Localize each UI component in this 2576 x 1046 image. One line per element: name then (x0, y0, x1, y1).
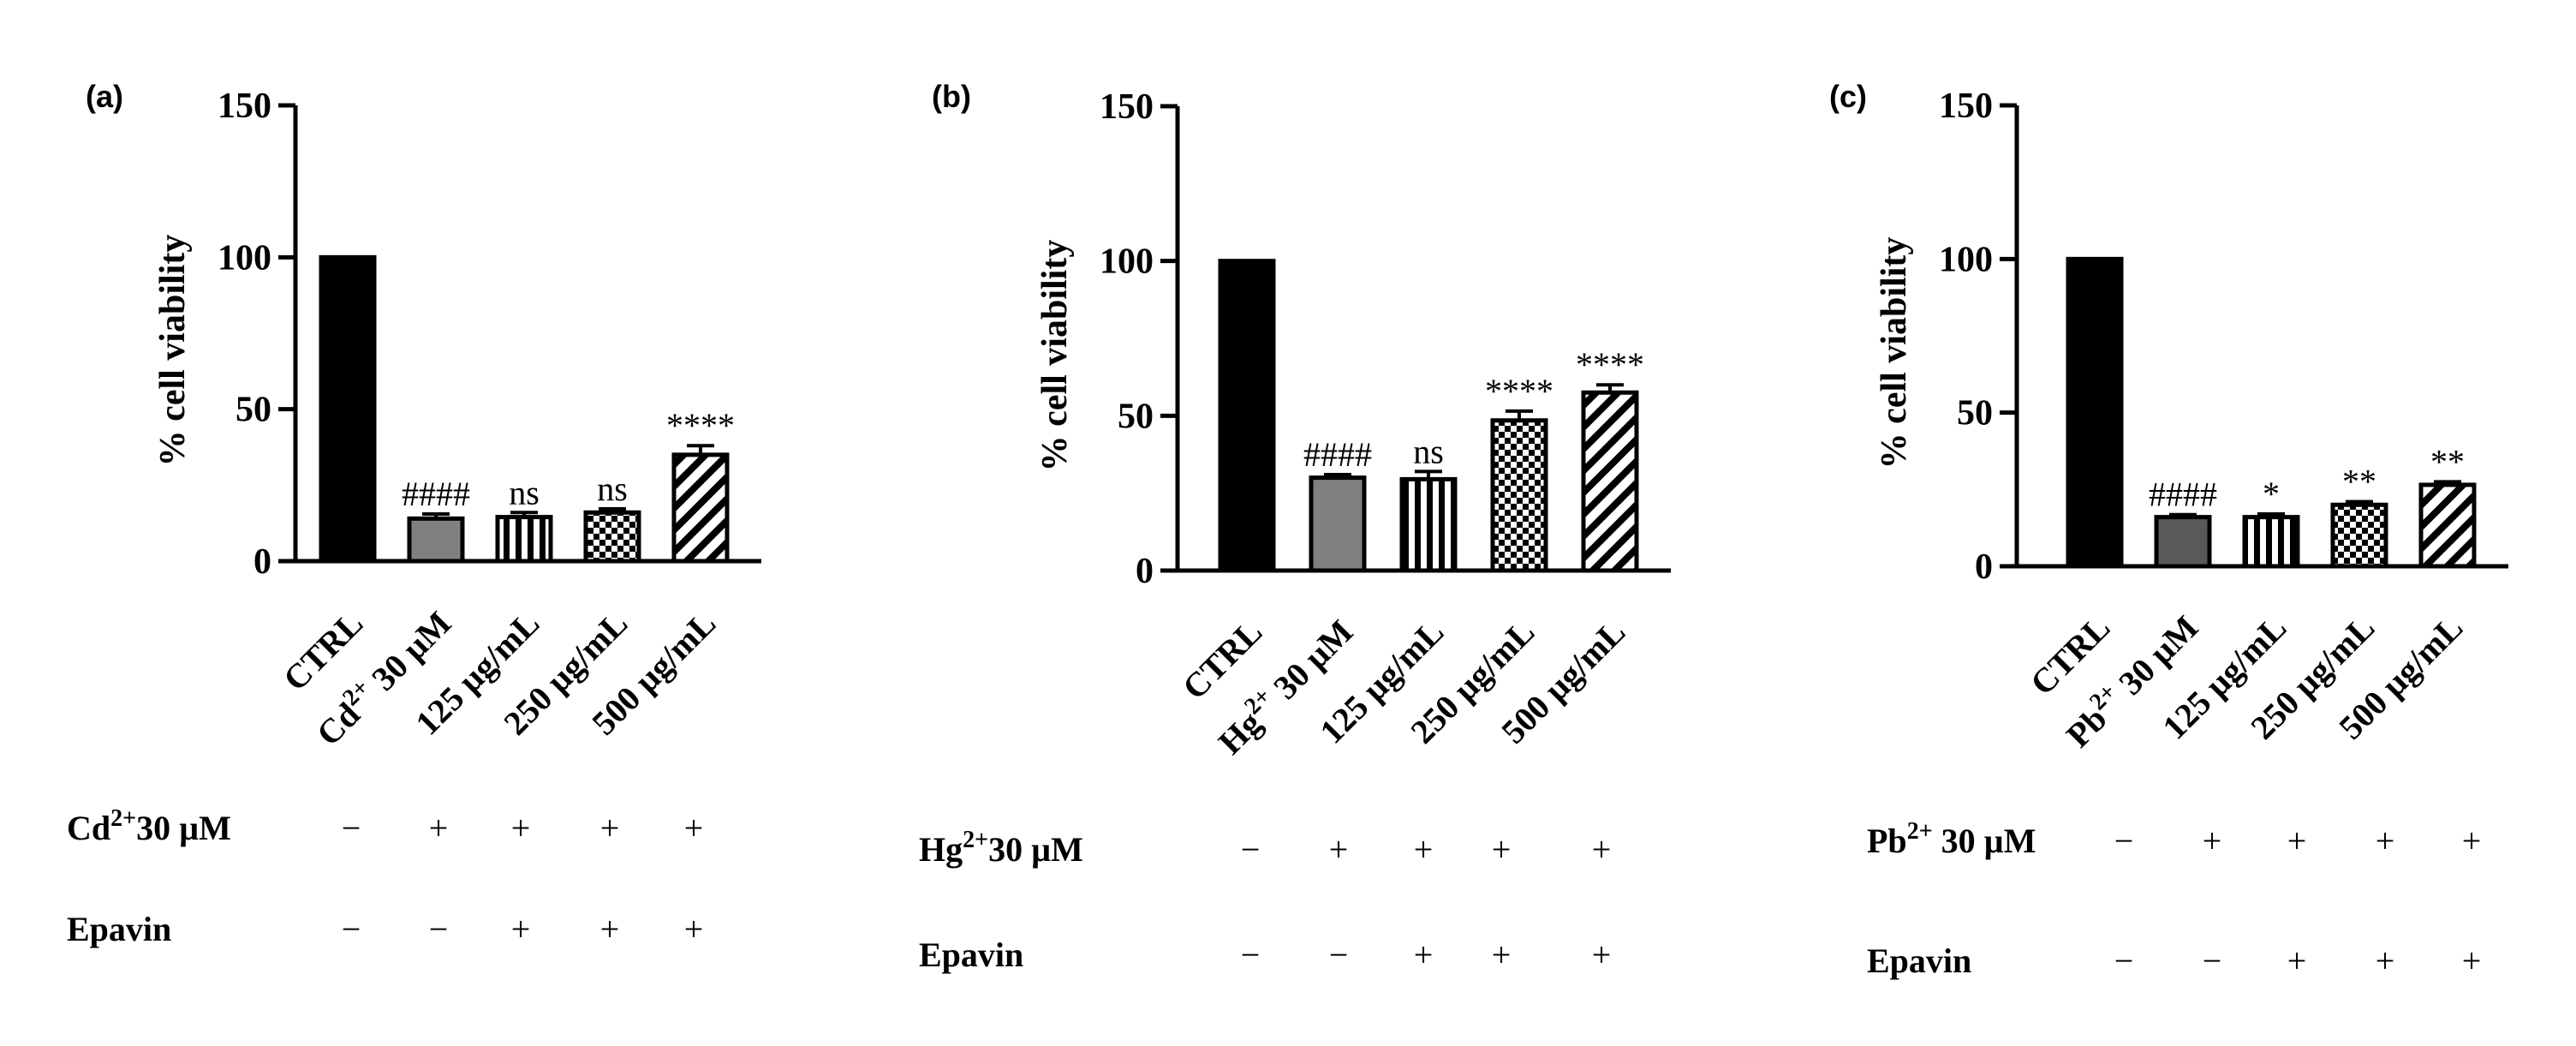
y-tick-label: 150 (218, 87, 271, 126)
y-tick-label: 50 (236, 391, 271, 430)
treatment-row-label-rest: 30 µM (988, 830, 1083, 869)
treatment-sign: + (2203, 822, 2222, 860)
y-tick-label: 50 (1957, 394, 1993, 433)
treatment-row-label-main: Hg (919, 830, 963, 869)
treatment-sign: + (511, 809, 531, 847)
bar (2418, 482, 2477, 569)
treatment-row-label-main: Epavin (67, 910, 171, 948)
bar (2242, 515, 2300, 569)
panel-label: (a) (86, 79, 123, 114)
treatment-sign: − (2203, 941, 2222, 980)
bar (2330, 502, 2388, 569)
treatment-row-label: Pb2+ 30 µM (1867, 818, 2036, 860)
significance-label: ns (597, 469, 628, 508)
treatment-row-label-sup: 2+ (963, 827, 988, 853)
bar (1218, 259, 1276, 573)
significance-label: * (2263, 475, 2280, 513)
treatment-row-label-main: Cd (67, 809, 110, 847)
treatment-row-label-main: Epavin (1867, 941, 1971, 980)
bar (2066, 256, 2124, 569)
treatment-sign: + (684, 809, 704, 847)
y-tick-label: 50 (1118, 397, 1154, 436)
bar (1581, 390, 1639, 573)
treatment-row-label: Epavin (1867, 941, 1971, 980)
y-tick-label: 100 (218, 238, 271, 278)
treatment-sign: + (1329, 830, 1349, 869)
treatment-sign: + (600, 809, 620, 847)
treatment-sign: − (1329, 935, 1349, 974)
bar (671, 452, 730, 564)
treatment-row-label-sup: 2+ (110, 805, 136, 832)
treatment-sign: − (1241, 830, 1261, 869)
panel-label: (b) (932, 79, 971, 114)
significance-label: #### (2149, 475, 2217, 514)
treatment-row-label-rest: 30 µM (1933, 822, 2036, 860)
treatment-row-label: Epavin (919, 935, 1023, 974)
treatment-sign: − (342, 809, 361, 847)
y-tick-label: 150 (1939, 87, 1993, 126)
y-tick-label: 100 (1939, 240, 1993, 279)
bar (1399, 476, 1458, 573)
treatment-sign: + (429, 809, 449, 847)
treatment-sign: + (2462, 822, 2482, 860)
treatment-row-label: Cd2+30 µM (67, 805, 231, 847)
bar (495, 515, 553, 564)
bar (407, 516, 465, 564)
treatment-sign: − (342, 910, 361, 948)
treatment-sign: + (511, 910, 531, 948)
y-tick-label: 0 (253, 542, 271, 582)
treatment-row-label-main: Pb (1867, 822, 1907, 860)
bar (1490, 418, 1548, 573)
treatment-sign: + (2287, 941, 2307, 980)
treatment-row-label: Hg2+30 µM (919, 827, 1083, 869)
significance-label: **** (666, 406, 735, 445)
treatment-sign: + (1492, 830, 1512, 869)
treatment-sign: + (2376, 941, 2395, 980)
y-tick-label: 100 (1100, 242, 1154, 282)
significance-label: ** (2430, 442, 2465, 481)
treatment-sign: − (1241, 935, 1261, 974)
treatment-sign: − (2114, 822, 2134, 860)
treatment-sign: + (1492, 935, 1512, 974)
significance-label: #### (1303, 435, 1372, 474)
treatment-sign: + (2376, 822, 2395, 860)
treatment-row-label: Epavin (67, 910, 171, 948)
treatment-sign: + (1592, 830, 1612, 869)
treatment-sign: + (1592, 935, 1612, 974)
treatment-row-label-sup: 2+ (1907, 818, 1933, 845)
treatment-sign: − (429, 910, 449, 948)
y-tick-label: 0 (1975, 547, 1993, 587)
significance-label: ns (509, 473, 540, 511)
bar (2154, 515, 2212, 569)
treatment-sign: + (600, 910, 620, 948)
significance-label: #### (402, 475, 470, 513)
treatment-sign: + (2462, 941, 2482, 980)
treatment-row-label-rest: 30 µM (136, 809, 231, 847)
treatment-sign: + (684, 910, 704, 948)
treatment-sign: + (1414, 935, 1434, 974)
y-axis-title: % cell viability (153, 235, 193, 467)
bar (1309, 475, 1367, 573)
y-tick-label: 150 (1100, 87, 1154, 127)
panel-label: (c) (1829, 79, 1867, 114)
y-axis-title: % cell viability (1035, 240, 1075, 472)
treatment-sign: + (2287, 822, 2307, 860)
y-tick-label: 0 (1136, 552, 1154, 591)
treatment-sign: + (1414, 830, 1434, 869)
significance-label: **** (1576, 345, 1644, 384)
y-axis-title: % cell viability (1875, 237, 1914, 469)
significance-label: ns (1413, 432, 1444, 470)
significance-label: **** (1485, 372, 1553, 410)
treatment-row-label-main: Epavin (919, 935, 1023, 974)
treatment-sign: − (2114, 941, 2134, 980)
significance-label: ** (2342, 463, 2376, 501)
bar (319, 254, 377, 564)
bar (583, 510, 641, 564)
